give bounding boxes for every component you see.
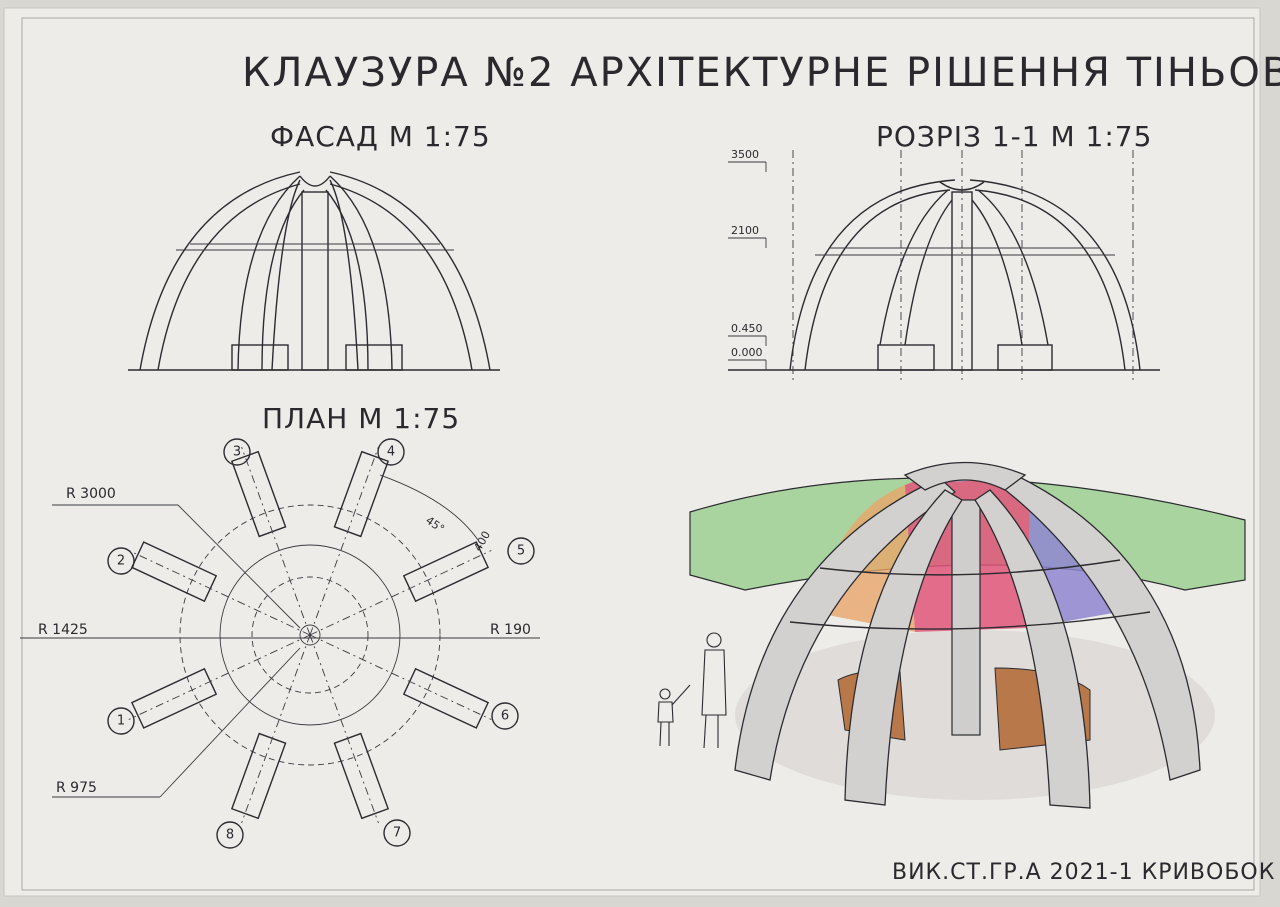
svg-text:7: 7	[393, 826, 401, 841]
rib-2	[844, 489, 963, 806]
author-signature: ВИК.СТ.ГР.А 2021-1 КРИВОБОК М.А	[892, 860, 1280, 885]
radius-label-975: R 975	[56, 780, 97, 796]
svg-text:8: 8	[226, 828, 234, 843]
svg-text:1: 1	[117, 714, 125, 729]
axis-marker-5: 5	[507, 537, 535, 565]
sheet-title: КЛАУЗУРА №2 АРХІТЕКТУРНЕ РІШЕННЯ ТІНЬОВО…	[242, 50, 1280, 96]
central-column	[951, 499, 981, 736]
svg-text:4: 4	[387, 445, 395, 460]
facade-view	[128, 171, 500, 371]
axis-marker-4: 4	[377, 438, 405, 466]
frame-border	[21, 17, 1255, 891]
svg-text:6: 6	[501, 709, 509, 724]
svg-text:5: 5	[517, 544, 525, 559]
section-caption: РОЗРІЗ 1-1 М 1:75	[876, 120, 1152, 153]
axis-marker-3: 3	[223, 438, 251, 466]
human-figure-adult	[701, 632, 727, 749]
perspective-view	[657, 461, 1246, 809]
axis-marker-6: 6	[491, 702, 519, 730]
svg-text:2: 2	[117, 554, 125, 569]
svg-text:3: 3	[233, 445, 241, 460]
svg-text:3500: 3500	[731, 148, 759, 161]
rib-5	[903, 461, 1027, 491]
facade-caption: ФАСАД М 1:75	[270, 120, 491, 153]
axis-marker-2: 2	[107, 547, 135, 575]
radius-label-190: R 190	[490, 622, 531, 638]
radius-label-3000: R 3000	[66, 486, 116, 502]
level-marks: 3500 2100 0.450 0.000	[728, 148, 767, 370]
section-view: 3500 2100 0.450 0.000	[728, 148, 1160, 380]
svg-text:2100: 2100	[731, 224, 759, 237]
radius-label-1425: R 1425	[38, 622, 88, 638]
axis-marker-7: 7	[383, 819, 411, 847]
axis-marker-8: 8	[216, 821, 244, 849]
axis-marker-1: 1	[107, 707, 135, 735]
svg-text:0.000: 0.000	[731, 346, 763, 359]
plan-caption: ПЛАН М 1:75	[262, 402, 460, 435]
svg-text:0.450: 0.450	[731, 322, 763, 335]
rib-3	[974, 489, 1091, 809]
human-figure-child	[657, 684, 691, 747]
rib-1	[734, 477, 957, 781]
